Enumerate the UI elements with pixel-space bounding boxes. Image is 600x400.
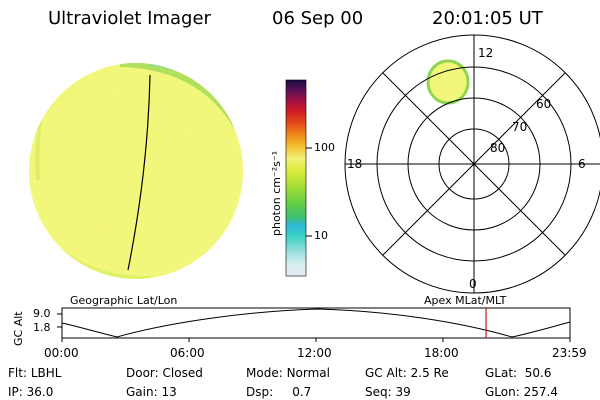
x-tick-1800: 18:00 bbox=[424, 346, 459, 360]
gc-alt-field: GC Alt: 2.5 Re bbox=[365, 366, 449, 380]
mlt-label-6: 6 bbox=[578, 157, 586, 171]
gain-field: Gain: 13 bbox=[126, 385, 177, 399]
lat-label-70: 70 bbox=[512, 120, 528, 134]
altitude-curve bbox=[61, 308, 571, 338]
door-value: Closed bbox=[162, 366, 203, 380]
glat-field: GLat: 50.6 bbox=[485, 366, 552, 380]
filter-field: Flt: LBHL bbox=[8, 366, 62, 380]
mode-field: Mode: Normal bbox=[246, 366, 330, 380]
glat-value: 50.6 bbox=[524, 366, 552, 380]
gain-value: 13 bbox=[161, 385, 177, 399]
altitude-plot bbox=[57, 307, 571, 342]
mode-value: Normal bbox=[286, 366, 330, 380]
earth-disk-image bbox=[29, 63, 243, 279]
ip-field: IP: 36.0 bbox=[8, 385, 54, 399]
polar-plot bbox=[344, 34, 600, 294]
mlt-label-18: 18 bbox=[347, 157, 363, 171]
y-tick-9: 9.0 bbox=[33, 307, 51, 320]
colorbar-tick-10: 10 bbox=[314, 229, 328, 242]
terminator-line bbox=[127, 74, 151, 271]
time-label: 20:01:05 UT bbox=[432, 8, 543, 29]
auroral-oval bbox=[426, 59, 470, 105]
x-tick-0000: 00:00 bbox=[44, 346, 79, 360]
x-tick-1200: 12:00 bbox=[297, 346, 332, 360]
mlt-label-12: 12 bbox=[478, 46, 494, 60]
colorbar bbox=[285, 79, 312, 277]
colorbar-unit-label: photon cm⁻²s⁻¹ bbox=[270, 150, 283, 236]
dsp-field: Dsp: 0.7 bbox=[246, 385, 312, 399]
door-field: Door: Closed bbox=[126, 366, 203, 380]
lat-label-80: 80 bbox=[490, 141, 506, 155]
filter-value: LBHL bbox=[30, 366, 62, 380]
instrument-title: Ultraviolet Imager bbox=[48, 8, 211, 29]
date-label: 06 Sep 00 bbox=[272, 8, 364, 29]
y-tick-1-8: 1.8 bbox=[33, 321, 51, 334]
gc-alt-value: 2.5 Re bbox=[410, 366, 449, 380]
x-tick-0600: 06:00 bbox=[170, 346, 205, 360]
apex-label: Apex MLat/MLT bbox=[424, 294, 507, 307]
lat-label-60: 60 bbox=[536, 97, 552, 111]
ip-value: 36.0 bbox=[26, 385, 54, 399]
x-tick-2359: 23:59 bbox=[552, 346, 587, 360]
glon-field: GLon: 257.4 bbox=[485, 385, 558, 399]
seq-field: Seq: 39 bbox=[365, 385, 411, 399]
glon-value: 257.4 bbox=[523, 385, 558, 399]
colorbar-tick-100: 100 bbox=[314, 141, 335, 154]
seq-value: 39 bbox=[395, 385, 411, 399]
gc-alt-axis-label: GC Alt bbox=[12, 311, 25, 346]
dsp-value: 0.7 bbox=[292, 385, 312, 399]
geographic-label: Geographic Lat/Lon bbox=[70, 294, 178, 307]
mlt-label-0: 0 bbox=[469, 277, 477, 291]
